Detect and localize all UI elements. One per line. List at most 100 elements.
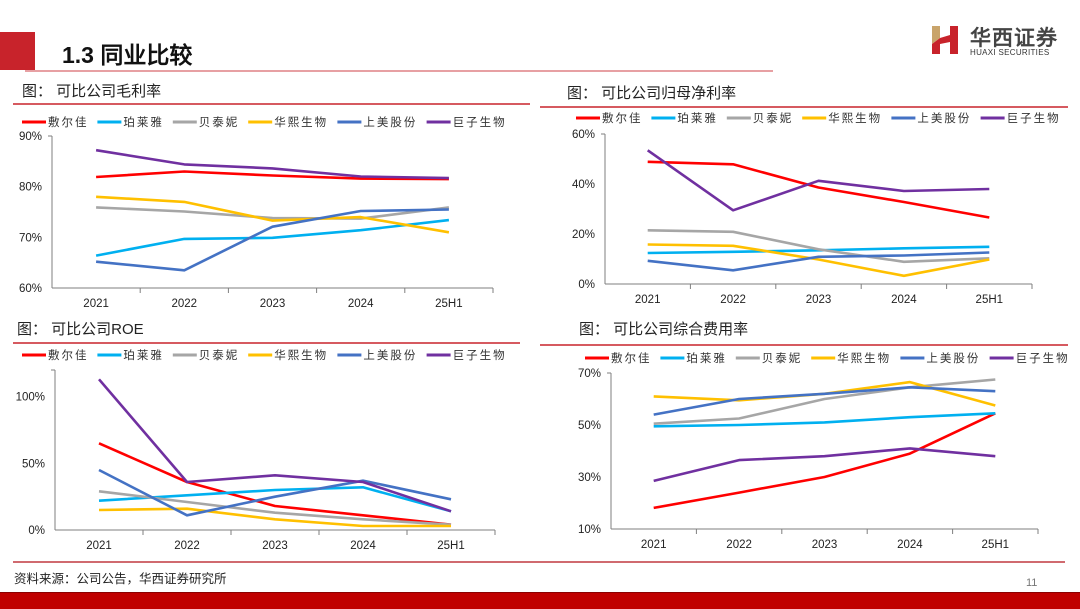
legend-item: 上美股份 [891,111,969,125]
series-line-6 [646,149,990,212]
x-tick-label: 2022 [174,540,200,552]
legend-label: 华熙生物 [828,111,882,125]
y-tick-label: 70% [578,368,601,380]
y-tick-label: 50% [578,420,601,432]
y-tick-label: 50% [22,458,45,470]
legend-label: 贝泰妮 [762,351,803,365]
series-line-6 [98,378,452,513]
logo-text-en: HUAXI SECURITIES [970,48,1050,57]
x-tick-label: 25H1 [976,294,1004,306]
legend-label: 贝泰妮 [199,115,240,129]
y-tick-label: 0% [28,525,45,537]
series-line-4 [98,507,451,528]
x-tick-label: 2022 [720,294,746,306]
legend-label: 上美股份 [926,351,980,365]
legend-label: 华熙生物 [274,348,328,362]
y-tick-label: 40% [572,179,595,191]
series-line-5 [95,208,449,272]
y-tick-label: 70% [19,232,42,244]
x-tick-label: 2023 [260,298,286,310]
chart-legend: 敷尔佳 珀莱雅 贝泰妮 华熙生物 上美股份 巨子生物 [576,111,1061,125]
series-line-4 [647,243,990,278]
series-line-1 [653,412,996,510]
title-accent-block [0,32,35,70]
series-line-2 [98,485,452,513]
y-tick-labels: 60% 70% 80% 90% [19,131,42,295]
x-tick-label: 2021 [83,298,109,310]
legend-item: 上美股份 [337,348,417,362]
legend-label: 上美股份 [363,115,417,129]
legend-item: 华熙生物 [802,111,882,125]
title-divider [25,70,773,72]
chart-legend: 敷尔佳 珀莱雅 贝泰妮 华熙生物 上美股份 巨子生物 [22,348,507,362]
legend-item: 贝泰妮 [172,348,237,362]
chart-legend: 敷尔佳 珀莱雅 贝泰妮 华熙生物 上美股份 巨子生物 [22,115,507,129]
legend-item: 上美股份 [900,351,980,365]
y-tick-label: 30% [578,472,601,484]
series-line-3 [647,229,990,264]
y-tick-label: 80% [19,182,42,194]
x-tick-label: 2021 [641,539,667,551]
y-tick-labels: 0% 50% 100% [16,392,45,537]
legend-label: 巨子生物 [453,115,507,129]
legend-label: 巨子生物 [1007,111,1061,125]
legend-item: 敷尔佳 [585,351,650,365]
page-title: 1.3 同业比较 [62,42,193,68]
chart-title-expense-ratio: 图： 可比公司综合费用率 [579,321,749,338]
chart-divider [13,342,520,344]
legend-label: 华熙生物 [274,115,328,129]
bottom-brand-bar [0,592,1080,609]
chart-legend: 敷尔佳 珀莱雅 贝泰妮 华熙生物 上美股份 巨子生物 [585,351,1070,365]
legend-item: 巨子生物 [989,351,1070,365]
y-tick-label: 100% [16,392,45,404]
chart-divider [13,103,530,105]
x-tick-label: 2024 [897,539,923,551]
legend-item: 华熙生物 [811,351,891,365]
series-line-4 [96,195,450,234]
legend-label: 珀莱雅 [123,348,163,362]
legend-item: 巨子生物 [980,111,1061,125]
x-tick-label: 25H1 [437,540,465,552]
x-tick-label: 25H1 [982,539,1010,551]
y-tick-label: 90% [19,131,42,143]
y-tick-label: 0% [578,279,595,291]
x-tick-label: 2021 [635,294,661,306]
series-line-5 [647,251,990,272]
y-tick-label: 20% [572,229,595,241]
legend-label: 敷尔佳 [602,111,643,125]
legend-label: 巨子生物 [1016,351,1070,365]
legend-item: 上美股份 [337,115,417,129]
y-tick-label: 60% [19,283,42,295]
legend-label: 敷尔佳 [48,115,89,129]
legend-item: 敷尔佳 [22,348,89,362]
legend-label: 华熙生物 [837,351,891,365]
source-note: 资料来源：公司公告，华西证券研究所 [14,572,227,586]
y-tick-label: 10% [578,524,601,536]
x-tick-label: 2022 [172,298,198,310]
x-tick-label: 2023 [262,540,288,552]
x-tick-labels: 2021 2022 2023 2024 25H1 [86,540,465,552]
series-line-1 [647,160,990,219]
series-line-3 [96,206,450,220]
series-line-2 [653,412,996,428]
series-line-3 [653,378,996,425]
legend-label: 巨子生物 [453,348,507,362]
y-tick-labels: 0% 20% 40% 60% [572,129,595,291]
series-line-6 [95,148,449,180]
x-tick-label: 2023 [806,294,832,306]
footer-divider [13,561,1065,563]
x-tick-label: 2024 [348,298,374,310]
legend-label: 上美股份 [363,348,417,362]
x-tick-label: 25H1 [435,298,463,310]
legend-label: 敷尔佳 [48,348,89,362]
legend-item: 巨子生物 [426,348,507,362]
legend-item: 敷尔佳 [576,111,643,125]
legend-item: 珀莱雅 [97,115,162,129]
huaxi-logo-icon [932,26,958,54]
legend-item: 华熙生物 [248,115,328,129]
x-tick-label: 2021 [86,540,112,552]
